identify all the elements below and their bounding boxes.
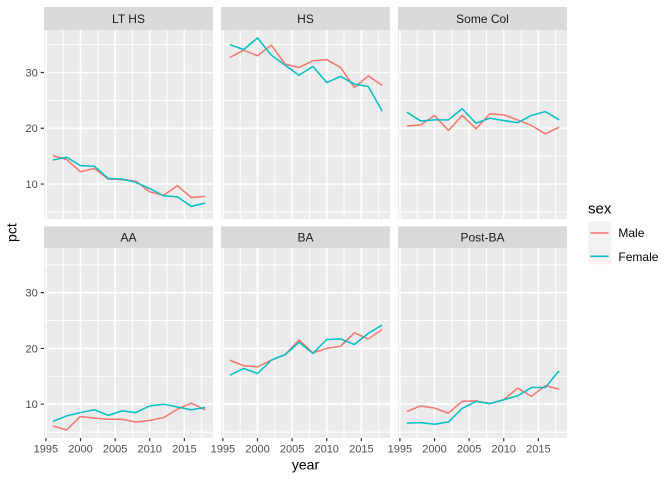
svg-text:2000: 2000	[68, 444, 92, 456]
svg-text:2015: 2015	[172, 444, 196, 456]
svg-text:1995: 1995	[388, 444, 412, 456]
svg-text:2015: 2015	[526, 444, 550, 456]
svg-text:2010: 2010	[137, 444, 161, 456]
svg-text:30: 30	[26, 288, 38, 300]
svg-text:2015: 2015	[349, 444, 373, 456]
svg-text:sex: sex	[588, 200, 612, 217]
svg-text:2010: 2010	[491, 444, 515, 456]
svg-text:Post-BA: Post-BA	[460, 231, 504, 245]
svg-text:2000: 2000	[422, 444, 446, 456]
svg-text:2005: 2005	[457, 444, 481, 456]
svg-text:pct: pct	[3, 223, 19, 242]
svg-text:20: 20	[26, 123, 38, 135]
svg-text:Female: Female	[618, 250, 658, 264]
svg-text:HS: HS	[297, 12, 314, 26]
svg-text:AA: AA	[120, 231, 136, 245]
svg-text:LT HS: LT HS	[112, 12, 145, 26]
svg-text:Some Col: Some Col	[456, 12, 509, 26]
svg-text:2005: 2005	[103, 444, 127, 456]
svg-text:10: 10	[26, 399, 38, 411]
svg-text:1995: 1995	[211, 444, 235, 456]
svg-text:30: 30	[26, 67, 38, 79]
svg-text:Male: Male	[618, 226, 644, 240]
svg-text:10: 10	[26, 179, 38, 191]
svg-text:2000: 2000	[245, 444, 269, 456]
svg-text:20: 20	[26, 343, 38, 355]
svg-text:BA: BA	[297, 231, 313, 245]
svg-text:1995: 1995	[34, 444, 58, 456]
svg-text:2005: 2005	[280, 444, 304, 456]
svg-text:2010: 2010	[314, 444, 338, 456]
svg-text:year: year	[292, 457, 320, 473]
